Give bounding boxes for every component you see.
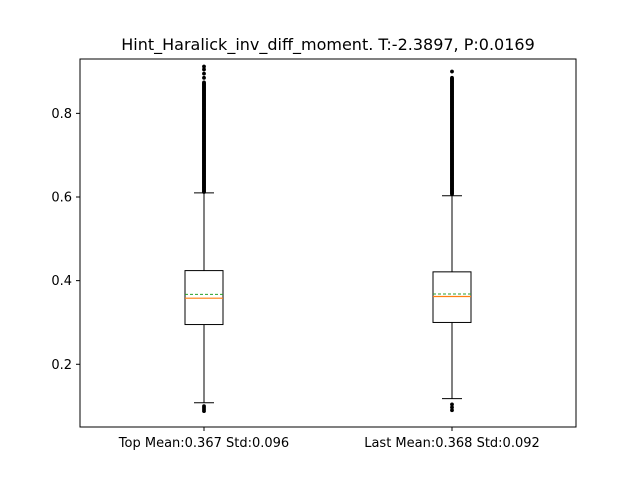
- outlier-points: [202, 64, 206, 414]
- x-tick-label: Last Mean:0.368 Std:0.092: [364, 436, 540, 451]
- outlier-points: [450, 69, 454, 413]
- outlier-point: [202, 80, 206, 85]
- x-axis: Top Mean:0.367 Std:0.096 Last Mean:0.368 …: [118, 427, 540, 451]
- iqr-box: [184, 270, 224, 326]
- outlier-point: [202, 64, 206, 69]
- y-tick-label: 0.6: [51, 191, 72, 206]
- iqr-box: [432, 271, 472, 323]
- axes-frame: [79, 58, 577, 428]
- outlier-point: [202, 71, 206, 76]
- outlier-point: [450, 402, 454, 407]
- outlier-point: [202, 75, 206, 80]
- outlier-point: [202, 404, 206, 408]
- x-tick-label: Top Mean:0.367 Std:0.096: [118, 436, 289, 451]
- y-tick-label: 0.8: [51, 107, 72, 122]
- y-tick-label: 0.2: [51, 358, 72, 373]
- y-axis: 0.2 0.4 0.6 0.8: [51, 107, 80, 373]
- plot-area: [184, 64, 472, 414]
- chart-title: Hint_Haralick_inv_diff_moment. T:-2.3897…: [121, 35, 535, 55]
- outlier-point: [450, 69, 454, 74]
- box-series-1: [184, 64, 224, 414]
- y-tick-label: 0.4: [51, 274, 72, 289]
- outlier-point: [450, 75, 454, 80]
- box-series-2: [432, 69, 472, 413]
